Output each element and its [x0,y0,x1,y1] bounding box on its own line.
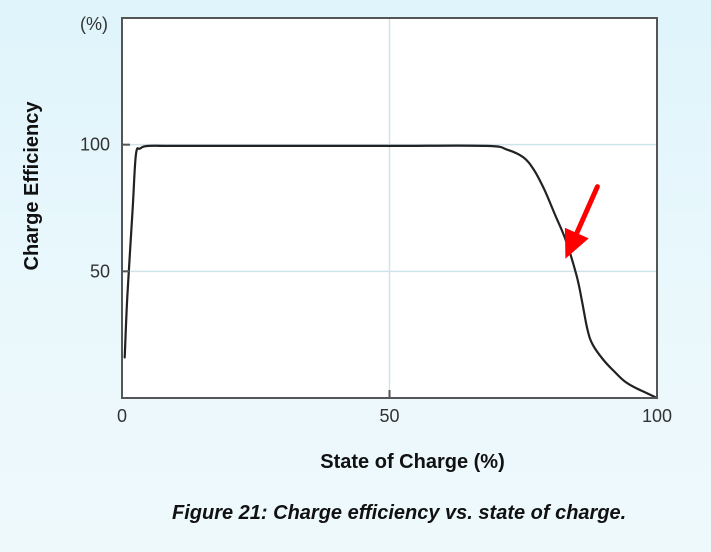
x-tick-label-1: 50 [379,406,399,426]
y-tick-label-1: 100 [80,135,110,155]
x-tick-label-2: 100 [642,406,672,426]
tick-labels: 50 100 0 50 100 [80,135,672,426]
ticks [121,143,658,398]
figure-caption: Figure 21: Charge efficiency vs. state o… [172,502,627,524]
y-tick-label-0: 50 [90,261,110,281]
x-axis-title: State of Charge (%) [320,451,504,473]
grid [122,18,657,398]
y-axis-unit-label: (%) [80,14,108,34]
y-axis-title: Charge Efficiency [21,101,43,271]
x-tick-label-0: 0 [117,406,127,426]
annotation-arrow-shaft [574,184,600,236]
efficiency-curve [123,144,659,400]
annotation-arrow-head [564,227,589,259]
